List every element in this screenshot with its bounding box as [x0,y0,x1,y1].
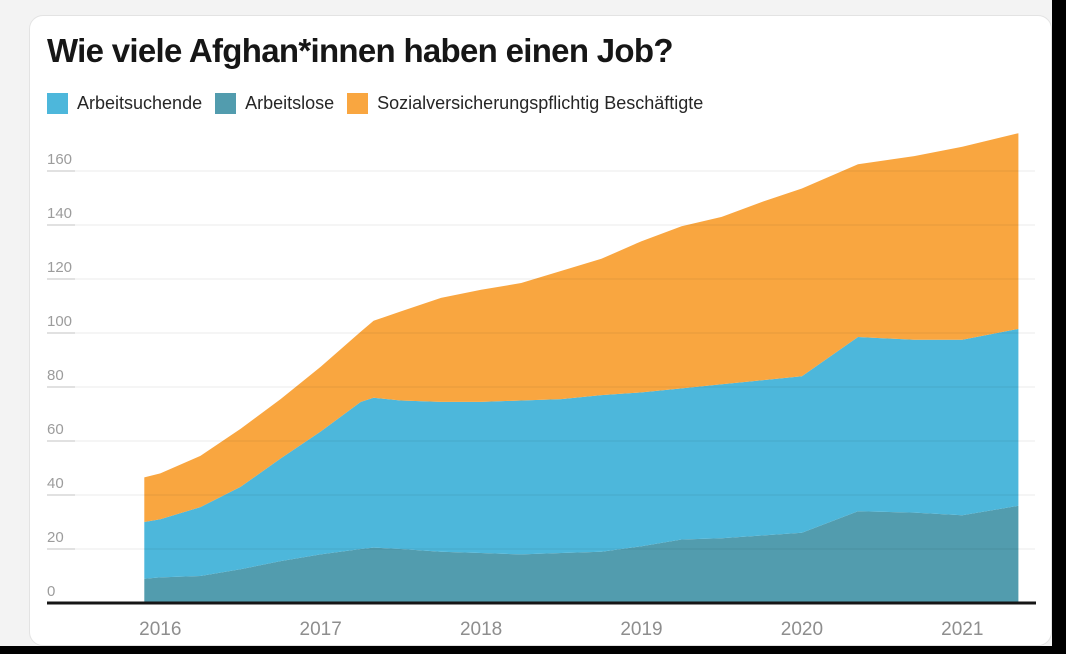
x-axis-label-2019: 2019 [620,619,662,640]
x-axis-line [47,601,1036,605]
y-axis-label-100: 100 [47,313,72,330]
area-series-1 [144,328,1019,579]
area-series-0 [144,505,1019,603]
legend-label: Arbeitsuchende [77,93,203,113]
y-axis-label-160: 160 [47,151,72,168]
x-axis-label-2020: 2020 [781,619,823,640]
legend-swatch-beschaeftigte-icon [347,93,369,114]
page-title: Wie viele Afghan*innen haben einen Job? [47,32,673,69]
chart-card: Wie viele Afghan*innen haben einen Job? … [29,15,1052,646]
x-axis-label-2017: 2017 [300,619,342,640]
y-axis-label-60: 60 [47,421,64,438]
chart-legend: Arbeitsuchende Arbeitslose Sozialversich… [47,93,703,114]
x-axis-label-2021: 2021 [941,619,983,640]
legend-swatch-arbeitsuchende-icon [47,93,68,114]
legend-item-arbeitslose: Arbeitslose [215,93,334,114]
y-axis-label-20: 20 [47,529,64,546]
legend-label: Arbeitslose [245,93,335,113]
y-axis-label-140: 140 [47,205,72,222]
x-axis-label-2016: 2016 [139,619,181,640]
screenshot-right-edge [1052,0,1066,654]
stacked-area-chart[interactable]: 0 20 40 60 80 100 120 140 160 2016 2017 2018 2019 202… [30,16,1051,645]
legend-label: Sozialversicherungspflichtig Beschäftigt… [377,93,704,113]
y-axis-label-40: 40 [47,475,64,492]
y-axis-label-0: 0 [47,583,55,600]
screenshot-bottom-edge [0,646,1066,654]
x-axis-label-2018: 2018 [460,619,502,640]
legend-swatch-arbeitslose-icon [215,93,237,114]
legend-item-beschaeftigte: Sozialversicherungspflichtig Beschäftigt… [347,93,703,114]
legend-item-arbeitsuchende: Arbeitsuchende [47,93,202,114]
y-axis-label-80: 80 [47,367,64,384]
y-axis-label-120: 120 [47,259,72,276]
area-series-2 [144,133,1019,522]
